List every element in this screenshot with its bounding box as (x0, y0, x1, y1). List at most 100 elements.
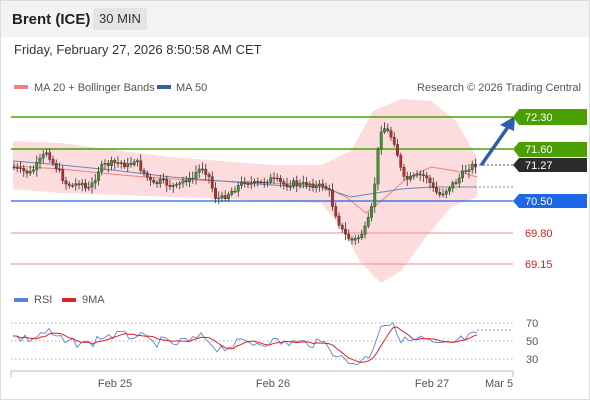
candle (457, 173, 461, 188)
candle (113, 157, 117, 170)
timeframe-badge[interactable]: 30 MIN (93, 8, 147, 30)
candle (243, 177, 247, 188)
rsi-tick-70: 70 (526, 318, 538, 330)
candle (220, 191, 224, 203)
candle (126, 157, 130, 173)
candle (87, 181, 91, 191)
candle (149, 173, 152, 187)
candle (35, 155, 39, 177)
rsi-tick-50: 50 (526, 336, 538, 348)
candle (217, 191, 221, 205)
candle (324, 182, 328, 192)
candle (45, 149, 48, 157)
candle (425, 171, 429, 184)
candle (145, 170, 149, 182)
candle (25, 168, 29, 178)
level-badge-72-30: 72.30 (513, 109, 587, 125)
rsi-lines (12, 321, 513, 366)
candle (389, 126, 393, 141)
candle (19, 161, 22, 174)
candle (100, 160, 104, 176)
ma20-legend-swatch (14, 85, 28, 89)
rsi-legend-swatch (14, 298, 28, 302)
candle (48, 148, 52, 163)
candle (321, 179, 325, 192)
rsi-ma-legend-swatch (62, 298, 76, 302)
candle (279, 175, 282, 188)
candle (444, 188, 448, 199)
candle (467, 163, 471, 179)
candle (97, 166, 100, 186)
candle (337, 212, 341, 229)
candle (240, 176, 243, 189)
ma50-legend-swatch (157, 85, 171, 89)
candle (71, 183, 74, 188)
candle (227, 191, 230, 202)
candle (204, 163, 208, 181)
candle (327, 184, 331, 197)
candle (353, 235, 357, 245)
candle (422, 170, 425, 183)
candle (249, 176, 253, 189)
candle (292, 177, 295, 190)
candle (418, 170, 422, 181)
candle (275, 173, 279, 182)
candle (366, 212, 370, 229)
level-badge-71-27: 71.27 (513, 158, 587, 172)
level-label-71-27: 71.27 (525, 160, 553, 172)
candle (259, 179, 263, 185)
candle (412, 172, 416, 180)
candle (376, 146, 380, 191)
candle (311, 178, 315, 192)
candle (139, 154, 143, 174)
candle (402, 164, 406, 181)
candle (32, 165, 35, 175)
candle (142, 168, 146, 177)
candle (84, 178, 87, 192)
candle (461, 164, 464, 183)
candle (262, 177, 266, 188)
level-label-72-30: 72.30 (525, 112, 553, 124)
level-badge-70-50: 70.50 (513, 194, 587, 208)
candle (383, 122, 386, 135)
candle (246, 180, 250, 188)
candle (314, 180, 318, 193)
candle (272, 172, 276, 185)
candle (197, 164, 201, 178)
candle (441, 188, 445, 198)
candle (373, 177, 377, 213)
candle (175, 182, 178, 189)
x-label-feb27: Feb 27 (415, 378, 449, 390)
candle (106, 159, 110, 173)
candle (188, 171, 191, 188)
candle (38, 153, 42, 170)
candle (298, 179, 302, 189)
x-label-mar5: Mar 5 (485, 378, 513, 390)
candle (61, 165, 65, 184)
candle (191, 171, 195, 184)
candle (331, 183, 334, 211)
candle (301, 175, 305, 189)
rsi-tick-30: 30 (526, 354, 538, 366)
candle (123, 159, 126, 169)
candle (132, 159, 136, 167)
candle (318, 179, 321, 192)
timestamp: Friday, February 27, 2026 8:50:58 AM CET (14, 42, 262, 57)
candle (51, 155, 55, 167)
candle (22, 164, 26, 177)
candle (428, 174, 432, 189)
candle (386, 123, 390, 133)
x-label-feb26: Feb 26 (256, 378, 290, 390)
candle (15, 163, 19, 173)
forecast-arrow-icon (500, 116, 515, 131)
candle (74, 178, 78, 191)
candle (295, 175, 299, 193)
candle (431, 177, 435, 192)
candle (409, 172, 412, 182)
candle (405, 171, 409, 186)
rsi-legend-label: RSI (34, 294, 52, 306)
forecast-arrow-shaft (480, 125, 510, 166)
candle (77, 180, 81, 190)
candle (396, 138, 399, 158)
